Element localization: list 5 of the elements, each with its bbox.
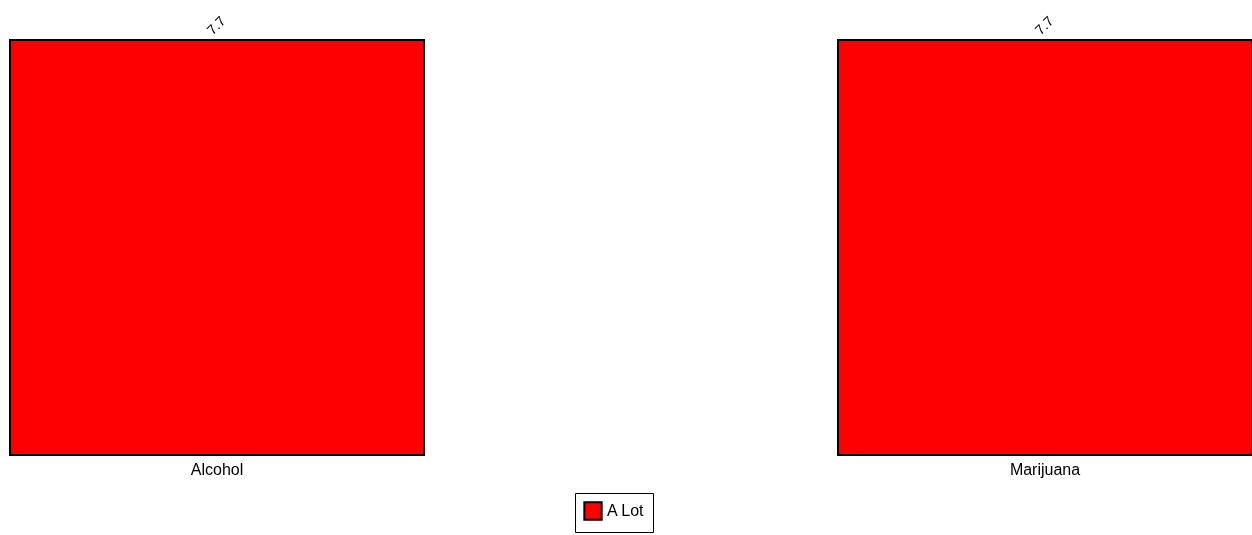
legend-label: A Lot [607, 502, 645, 519]
x-tick-label: Marijuana [1009, 460, 1081, 478]
data-label: 7.7 [203, 12, 229, 38]
x-tick-label: Alcohol [190, 460, 244, 478]
data-label: 7.7 [1031, 12, 1057, 38]
